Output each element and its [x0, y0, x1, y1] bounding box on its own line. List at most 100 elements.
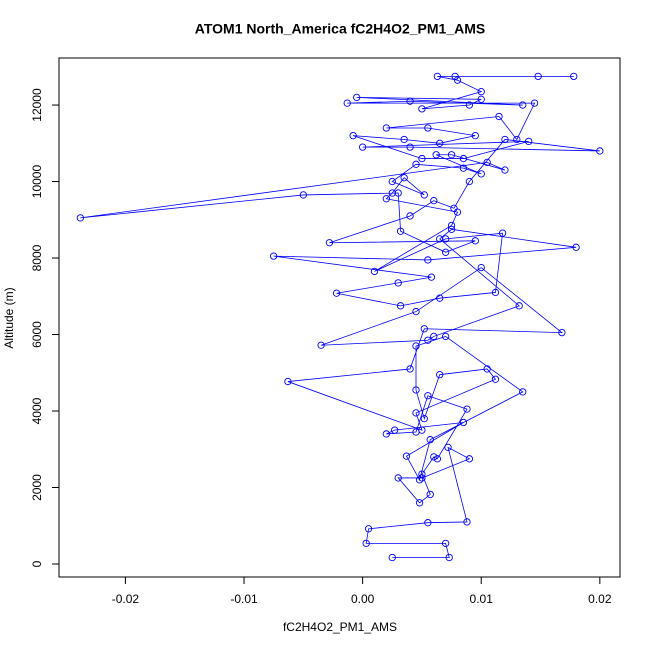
point [430, 332, 438, 341]
point [465, 455, 474, 463]
x-tick-label: 0.01 [470, 592, 494, 606]
point [412, 342, 420, 350]
point [465, 101, 474, 109]
point [453, 76, 462, 84]
point [519, 101, 527, 109]
point [451, 72, 459, 81]
point [418, 426, 426, 434]
point [432, 151, 440, 159]
point [406, 143, 414, 151]
point [388, 553, 396, 562]
point [596, 147, 604, 155]
point [495, 112, 503, 121]
point [491, 288, 500, 297]
point [396, 302, 405, 310]
point [412, 160, 420, 168]
point [420, 325, 428, 333]
y-tick-label: 0 [30, 560, 44, 567]
point [442, 235, 450, 243]
y-tick-label: 10000 [30, 165, 44, 199]
point [459, 164, 468, 172]
point [349, 131, 357, 140]
y-tick-label: 12000 [30, 88, 44, 122]
point [317, 341, 325, 349]
point [325, 239, 334, 247]
point [477, 95, 485, 103]
point [424, 519, 432, 527]
series-line [80, 75, 600, 558]
point [447, 221, 456, 230]
y-tick-label: 8000 [30, 244, 44, 271]
point [424, 256, 432, 264]
point [402, 452, 411, 460]
point [525, 137, 533, 146]
point [477, 170, 485, 178]
x-axis-label: fC2H4O2_PM1_AMS [283, 620, 397, 634]
point [418, 154, 426, 163]
point [572, 243, 580, 251]
point [430, 197, 438, 205]
point [415, 476, 424, 484]
point [433, 455, 441, 463]
point [426, 436, 434, 444]
point [418, 105, 426, 113]
point [463, 405, 471, 413]
point [412, 307, 420, 316]
point [427, 273, 436, 281]
point [400, 174, 408, 182]
point [519, 388, 527, 396]
point [270, 252, 278, 260]
point [343, 99, 351, 107]
point [513, 135, 521, 144]
point [483, 365, 491, 373]
point [299, 191, 307, 199]
point [459, 154, 468, 163]
point [391, 426, 399, 434]
point [477, 263, 485, 272]
point [501, 166, 509, 174]
point [362, 539, 370, 547]
point [463, 518, 471, 526]
point [436, 371, 444, 379]
point [284, 377, 292, 386]
point [530, 99, 539, 107]
point [447, 225, 456, 233]
point [558, 328, 566, 337]
point [406, 97, 414, 105]
point [442, 248, 450, 256]
point [459, 418, 468, 427]
point [447, 151, 456, 159]
point [424, 336, 432, 344]
point [501, 135, 509, 144]
point [483, 158, 491, 167]
point [412, 386, 420, 394]
point [570, 72, 578, 81]
point [471, 131, 479, 140]
point [534, 72, 542, 81]
point [415, 499, 424, 507]
point [424, 392, 432, 400]
point [396, 227, 405, 235]
point [444, 443, 452, 451]
point [426, 490, 434, 499]
point [400, 135, 408, 144]
point [515, 302, 523, 310]
y-tick-label: 2000 [30, 474, 44, 501]
y-tick-label: 6000 [30, 321, 44, 348]
point [76, 214, 84, 222]
plot-frame [58, 57, 621, 578]
point [445, 553, 453, 562]
point [420, 415, 428, 423]
x-tick-label: -0.01 [230, 592, 258, 606]
point [388, 189, 396, 197]
point [436, 139, 444, 147]
point [394, 474, 402, 482]
y-tick-label: 4000 [30, 397, 44, 424]
point [418, 474, 426, 482]
point [353, 93, 361, 102]
point [406, 365, 414, 373]
point [370, 267, 379, 276]
point [471, 237, 479, 245]
point [465, 177, 474, 186]
point [430, 453, 438, 461]
